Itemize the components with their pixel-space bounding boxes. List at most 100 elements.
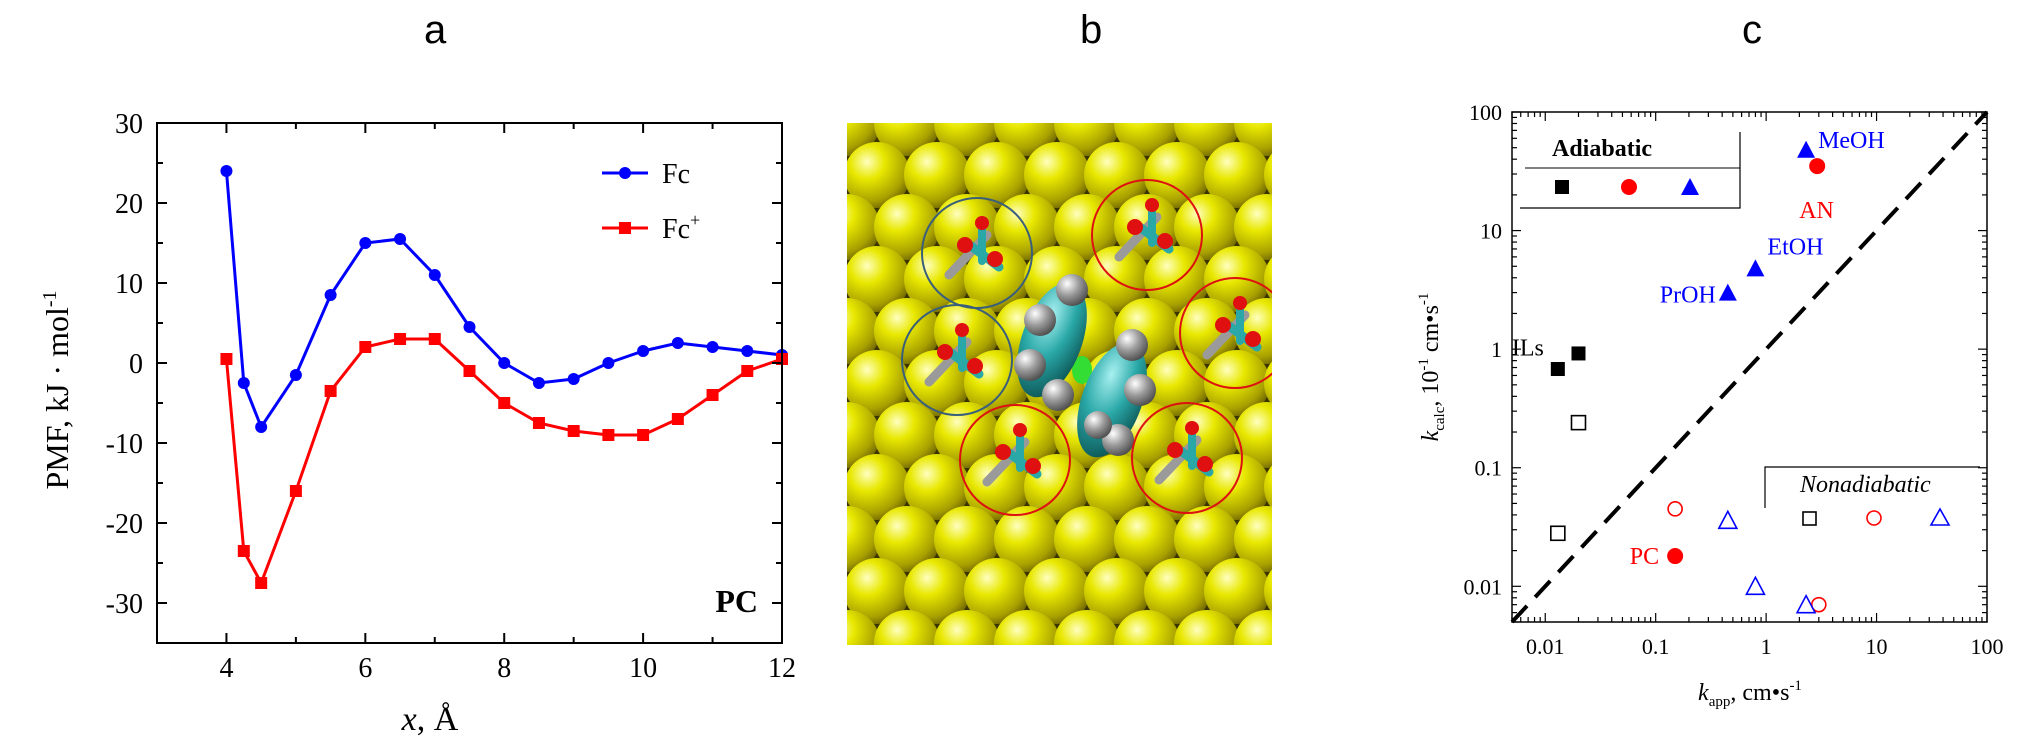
y-tick-label: 100 [1469, 100, 1502, 125]
data-point [602, 429, 615, 441]
data-point [637, 345, 650, 357]
x-tick-label: 8 [497, 653, 511, 684]
data-point [255, 421, 268, 433]
y-tick-label: 1 [1491, 337, 1502, 362]
legend-fc-marker [619, 167, 631, 179]
data-point [220, 165, 233, 177]
data-point [394, 333, 407, 345]
data-point [463, 365, 476, 377]
legend-adiabatic-triangle [1681, 178, 1699, 195]
panel-label-a: a [424, 8, 447, 52]
data-point [706, 389, 719, 401]
data-point [324, 289, 337, 301]
x-tick-label: 6 [358, 653, 372, 684]
data-point-AN_PC-nonadiabatic [1811, 596, 1827, 613]
gold-surface-atoms [847, 123, 1272, 645]
data-point [532, 377, 545, 389]
data-point-ILs-nonadiabatic [1570, 414, 1587, 431]
data-point-ILs-adiabatic [1571, 346, 1586, 361]
legend-nonadiabatic-square [1802, 511, 1817, 526]
y-tick-label: 0.1 [1475, 456, 1503, 481]
data-point [255, 577, 268, 589]
data-point-AN_PC-adiabatic [1809, 158, 1826, 175]
data-point-alcohols-nonadiabatic [1745, 575, 1766, 596]
data-point [394, 233, 407, 245]
data-point [359, 341, 372, 353]
x-tick-label: 12 [768, 653, 796, 684]
y-tick-label: -10 [106, 429, 143, 460]
data-point [741, 365, 754, 377]
data-point [220, 353, 233, 365]
x-tick-label: 4 [219, 653, 233, 684]
legend-adiabatic-square [1555, 180, 1569, 194]
x-tick-label: 1 [1761, 634, 1772, 659]
legend-adiabatic-circle [1621, 179, 1637, 195]
data-point-ILs-nonadiabatic [1550, 525, 1566, 542]
annotation-meoh: MeOH [1818, 128, 1885, 154]
data-point [741, 345, 754, 357]
data-point-alcohols-adiabatic [1746, 259, 1765, 277]
panel-a-annotation: PC [715, 583, 758, 619]
annotation-proh: PrOH [1660, 283, 1716, 309]
panel-a-legend: Fc Fc+ [602, 159, 700, 245]
panel-a-y-axis-label: PMF, kJ · mol-1 [39, 290, 75, 489]
data-point-alcohols-nonadiabatic [1717, 509, 1739, 530]
data-point [567, 425, 580, 437]
panel-a-pmf-chart: 4 6 8 10 12 -30 -20 -10 0 10 20 30 PC Fc Fc+ x, Å P… [39, 109, 796, 738]
y-tick-label: 0.01 [1464, 574, 1503, 599]
x-tick-label: 0.01 [1526, 634, 1565, 659]
annotation-pc: PC [1630, 544, 1659, 570]
data-point-alcohols-adiabatic [1718, 283, 1737, 301]
data-point [359, 237, 372, 249]
annotation-ils: ILs [1512, 336, 1544, 362]
data-point [602, 357, 615, 369]
data-point [289, 485, 302, 497]
data-point [532, 417, 545, 429]
x-tick-label: 10 [1866, 634, 1888, 659]
data-point [463, 321, 476, 333]
x-tick-label: 0.1 [1642, 634, 1670, 659]
x-tick-label: 100 [1971, 634, 2004, 659]
legend-nonadiabatic-title: Nonadiabatic [1799, 472, 1931, 498]
panel-a-x-axis-label: x, Å [401, 701, 459, 738]
data-point [428, 269, 441, 281]
y-tick-label: 30 [115, 109, 143, 140]
data-point [671, 413, 684, 425]
y-tick-label: -30 [106, 589, 143, 620]
x-tick-label: 10 [629, 653, 657, 684]
data-point [289, 369, 302, 381]
y-tick-label: 0 [129, 349, 143, 380]
legend-nonadiabatic-circle [1866, 510, 1882, 526]
y-tick-label: 10 [1480, 219, 1502, 244]
data-point [324, 385, 337, 397]
panel-label-b: b [1080, 8, 1103, 52]
legend-adiabatic-title: Adiabatic [1552, 136, 1652, 162]
data-point-AN_PC-nonadiabatic [1667, 501, 1683, 517]
annotation-etoh: EtOH [1767, 234, 1823, 260]
legend-fcplus-label: Fc+ [662, 210, 700, 245]
data-point-AN_PC-adiabatic [1667, 548, 1684, 565]
panel-c-x-axis-label: kapp, cm•s-1 [1698, 678, 1802, 710]
data-point [498, 357, 511, 369]
panel-b-molecular-snapshot [847, 123, 1272, 645]
y-tick-label: 10 [115, 269, 143, 300]
legend-nonadiabatic-triangle [1929, 507, 1951, 526]
data-point [567, 373, 580, 385]
y-tick-label: -20 [106, 509, 143, 540]
data-point [637, 429, 650, 441]
data-point-alcohols-nonadiabatic [1795, 593, 1817, 614]
panel-c-y-axis-label: kcalc, 10-1 cm•s-1 [1416, 293, 1448, 442]
legend-fcplus-marker [619, 222, 631, 234]
legend-fc-label: Fc [662, 159, 690, 190]
panel-c-diagonal-line [1510, 110, 1989, 624]
panel-c-rate-constant-chart: Adiabatic Nonadiabatic 0.01 0.1 1 10 100 0.01… [1416, 100, 2004, 710]
data-point [428, 333, 441, 345]
pc-solvent-molecules [901, 179, 1272, 516]
data-point-alcohols-adiabatic [1797, 140, 1816, 158]
series-line-1 [224, 337, 783, 587]
y-tick-label: 20 [115, 189, 143, 220]
data-point [237, 377, 250, 389]
data-point [498, 397, 511, 409]
data-point [671, 337, 684, 349]
